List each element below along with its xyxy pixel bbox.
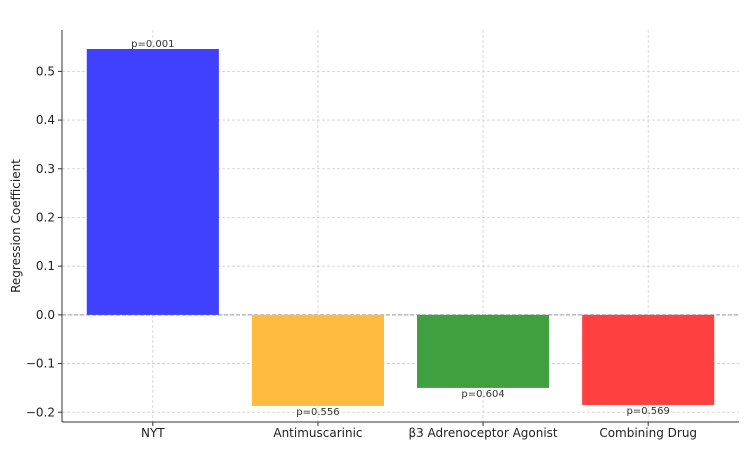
bar xyxy=(417,314,550,388)
p-value-label: p=0.569 xyxy=(627,406,670,417)
y-tick-label: 0.3 xyxy=(36,162,55,176)
p-value-annotations: p=0.001 p=0.556 p=0.604 p=0.569 xyxy=(131,39,670,418)
bars-layer xyxy=(86,48,715,406)
x-ticks: NYT Antimuscarinic β3 Adrenoceptor Agonist… xyxy=(141,422,697,440)
y-tick-label: −0.1 xyxy=(26,357,55,371)
bar xyxy=(582,314,715,405)
x-tick-label: β3 Adrenoceptor Agonist xyxy=(408,426,557,440)
y-ticks: −0.2 −0.1 0.0 0.1 0.2 0.3 0.4 0.5 xyxy=(26,64,62,419)
x-tick-label: Antimuscarinic xyxy=(273,426,362,440)
bar xyxy=(251,314,384,406)
x-tick-label: NYT xyxy=(141,426,165,440)
bar xyxy=(86,48,219,315)
y-tick-label: −0.2 xyxy=(26,405,55,419)
y-tick-label: 0.5 xyxy=(36,64,55,78)
p-value-label: p=0.604 xyxy=(461,389,504,400)
y-tick-label: 0.1 xyxy=(36,259,55,273)
p-value-label: p=0.556 xyxy=(296,407,339,418)
x-tick-label: Combining Drug xyxy=(599,426,697,440)
y-axis-label: Regression Coefficient xyxy=(9,159,23,293)
y-tick-label: 0.2 xyxy=(36,210,55,224)
y-tick-label: 0.0 xyxy=(36,308,55,322)
p-value-label: p=0.001 xyxy=(131,39,174,50)
y-tick-label: 0.4 xyxy=(36,113,55,127)
